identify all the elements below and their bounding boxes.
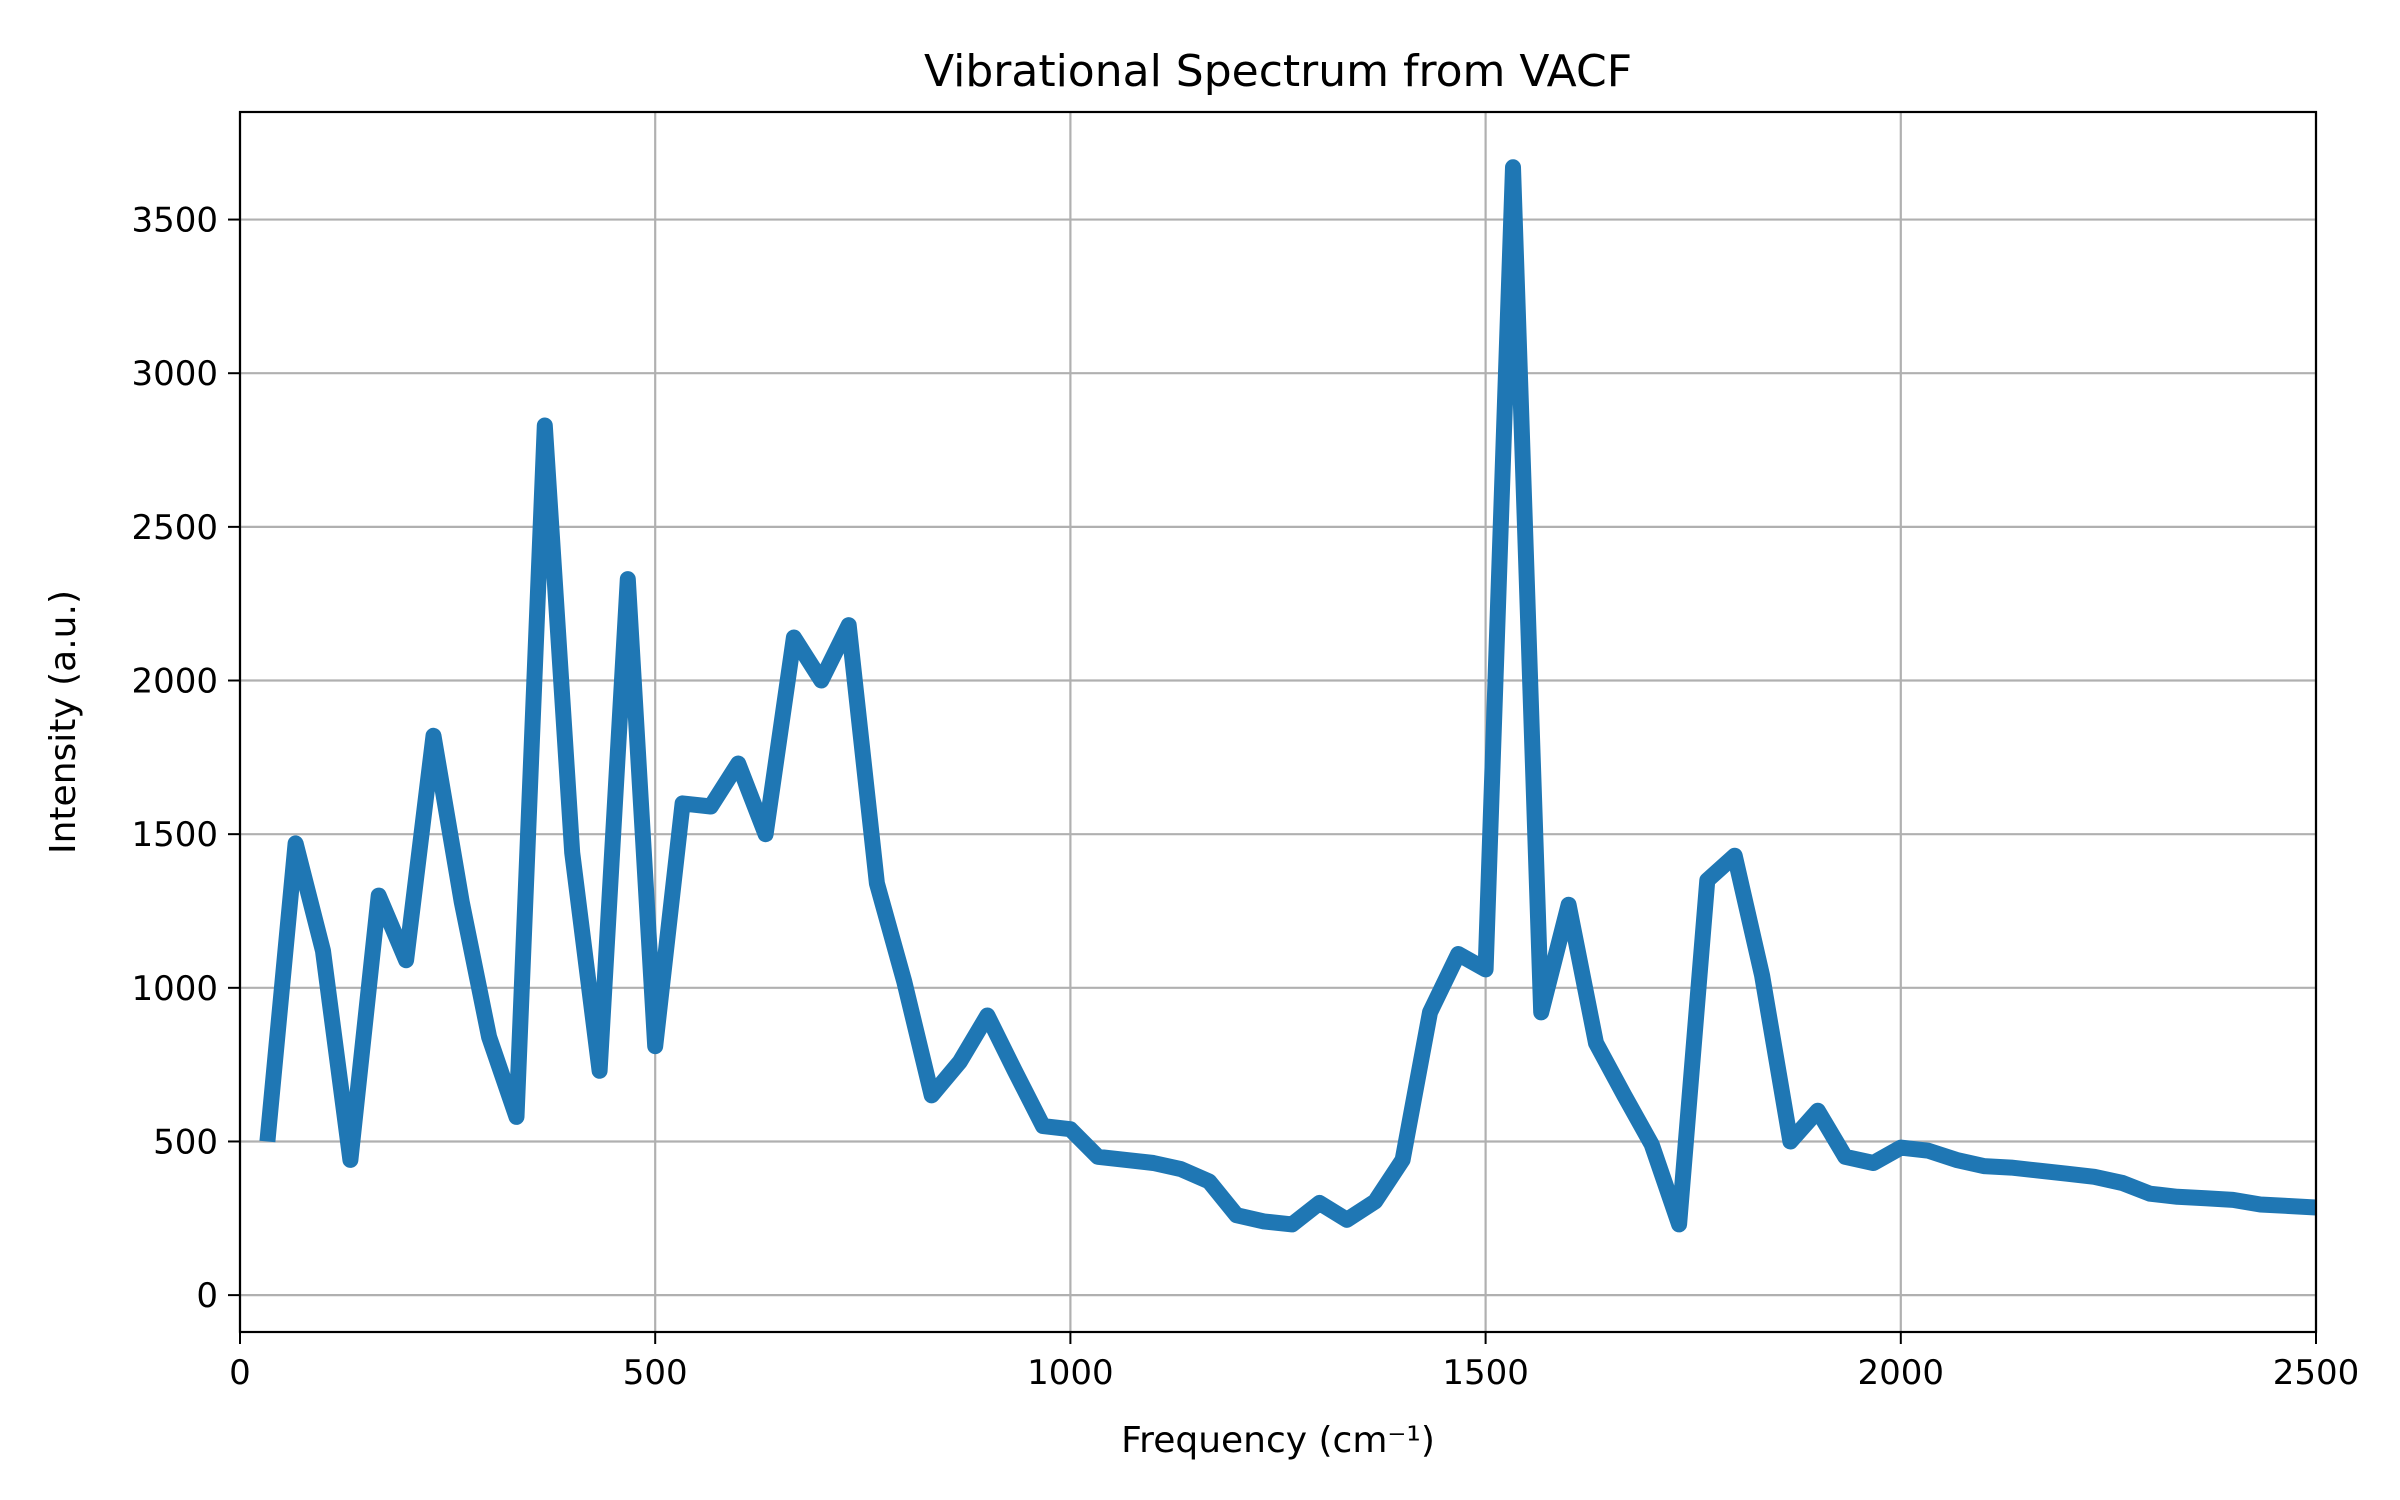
x-tick-label: 2000 <box>1858 1353 1945 1393</box>
series-line-0 <box>259 159 2316 1233</box>
x-tick-label: 1000 <box>1027 1353 1114 1393</box>
x-tick-label: 1500 <box>1442 1353 1529 1393</box>
y-tick-label: 500 <box>153 1122 218 1162</box>
y-tick-label: 1500 <box>131 815 218 855</box>
y-tick-label: 1000 <box>131 969 218 1009</box>
x-tick-label: 0 <box>229 1353 251 1393</box>
y-tick-label: 3500 <box>131 201 218 241</box>
tick-layer: 0 500 1000 1500 2000 2500 0 500 1000 1500 2000 2500… <box>131 201 2359 1393</box>
y-tick-label: 2500 <box>131 508 218 548</box>
chart-title: Vibrational Spectrum from VACF <box>924 46 1632 97</box>
x-tick-label: 500 <box>623 1353 688 1393</box>
plot-frame <box>238 110 2318 1334</box>
x-axis-label: Frequency (cm⁻¹) <box>1121 1420 1435 1461</box>
x-tick-label: 2500 <box>2273 1353 2360 1393</box>
series-layer <box>259 159 2316 1233</box>
y-tick-label: 3000 <box>131 354 218 394</box>
y-tick-label: 0 <box>196 1276 218 1316</box>
y-axis-label: Intensity (a.u.) <box>43 590 84 854</box>
y-tick-label: 2000 <box>131 662 218 702</box>
